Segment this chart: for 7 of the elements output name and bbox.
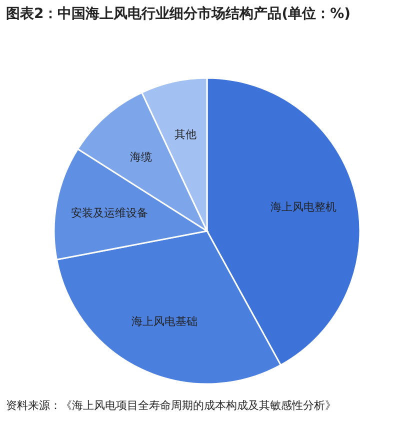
slice-label: 安装及运维设备 [70,206,148,220]
slice-label: 海缆 [130,150,152,164]
chart-title: 图表2：中国海上风电行业细分市场结构产品(单位：%) [6,4,352,24]
slice-label: 其他 [174,128,196,141]
text: 资料来源：《海上风电项目全寿命周期的成本构成及其敏感性分析》 [6,398,337,413]
slice-label: 海上风电整机 [270,200,336,214]
slice-label: 海上风电基础 [132,314,198,328]
